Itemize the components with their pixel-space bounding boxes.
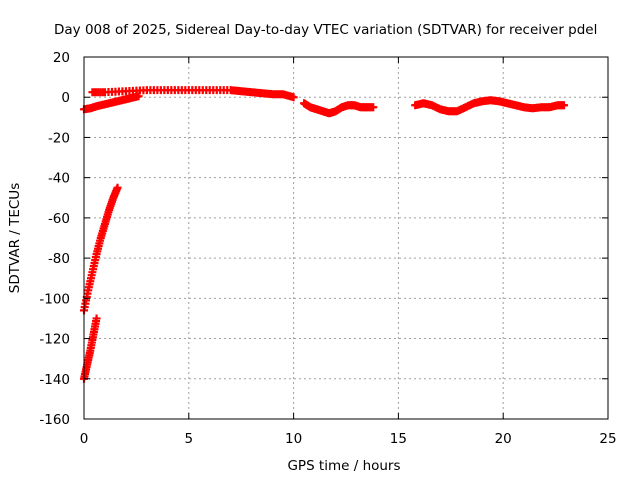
data-point [113,183,122,192]
y-axis-label: SDTVAR / TECUs [7,183,23,293]
chart-title: Day 008 of 2025, Sidereal Day-to-day VTE… [54,22,597,38]
data-points [80,86,568,383]
y-tick-label: -60 [48,211,70,227]
y-tick-label: -40 [48,171,70,187]
y-tick-label: -20 [48,130,70,146]
x-axis-label: GPS time / hours [287,458,400,474]
y-tick-label: 20 [53,50,70,66]
y-tick-label: -120 [39,332,70,348]
data-point [369,103,378,112]
x-tick-label: 5 [185,431,194,447]
x-tick-label: 15 [390,431,407,447]
data-segment [411,96,568,116]
plot-frame [83,56,609,420]
y-tick-label: -100 [39,291,70,307]
data-point [559,101,568,110]
y-tick-label: -80 [48,251,70,267]
y-tick-label: -160 [39,412,70,428]
y-tick-label: 0 [61,90,70,106]
x-tick-label: 25 [599,431,616,447]
x-tick-label: 20 [495,431,512,447]
y-tick-label: -140 [39,372,70,388]
data-point [289,93,298,102]
axis-ticks: 0 5 10 15 20 25 -160 -140 -120 -100 -80 -60 -40 -20 0 2… [39,50,616,447]
x-tick-label: 0 [80,431,89,447]
data-segment [88,86,298,102]
grid [84,57,608,419]
data-point [92,314,101,323]
x-tick-label: 10 [285,431,302,447]
data-segment [80,183,122,315]
data-point [134,92,143,101]
data-segment [300,99,378,118]
data-segment [80,314,101,383]
